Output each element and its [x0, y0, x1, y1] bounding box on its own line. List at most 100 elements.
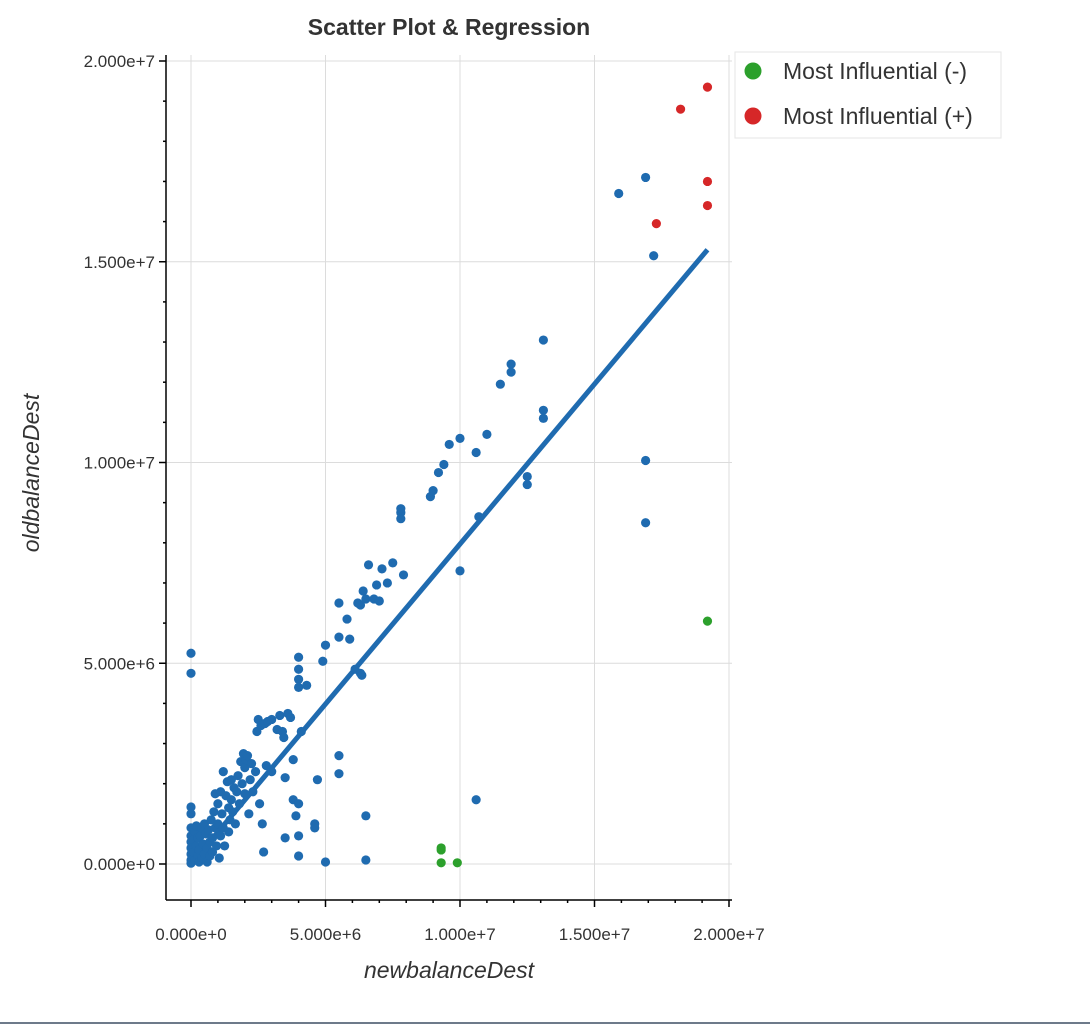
data-point [436, 858, 446, 868]
data-point [334, 750, 344, 761]
data-point [641, 518, 651, 528]
legend-box [734, 51, 1002, 139]
data-point [396, 504, 406, 514]
legend-marker-0 [744, 62, 762, 80]
data-point [444, 439, 454, 450]
data-point [294, 664, 304, 674]
data-point [538, 405, 548, 415]
data-point [522, 479, 532, 490]
data-point [398, 570, 409, 580]
data-point [186, 668, 196, 678]
data-point [396, 514, 406, 524]
data-point [436, 845, 446, 855]
data-point [361, 855, 371, 865]
data-point [294, 799, 304, 809]
data-point [312, 775, 323, 785]
x-tick-label-4: 2.000e+7 [693, 925, 764, 944]
data-point [245, 775, 255, 785]
data-point [334, 632, 344, 642]
data-point [218, 767, 228, 777]
data-point [294, 851, 304, 861]
data-point [538, 413, 548, 423]
legend-label-0: Most Influential (-) [783, 58, 967, 84]
data-point [248, 787, 258, 797]
data-point [280, 773, 290, 783]
data-point [279, 732, 289, 743]
data-point [334, 598, 344, 608]
data-point [240, 789, 250, 799]
data-point [186, 648, 196, 658]
data-point [428, 486, 438, 496]
data-point [495, 379, 505, 389]
window-bottom-edge [0, 1022, 1090, 1024]
data-point [455, 433, 465, 444]
data-point [522, 471, 532, 482]
data-point [291, 811, 301, 821]
data-point [641, 455, 651, 466]
x-tick-label-2: 1.000e+7 [424, 925, 495, 944]
regression-layer [189, 248, 710, 866]
data-point [213, 799, 223, 809]
y-tick-label-1: 5.000e+6 [84, 654, 155, 673]
data-point [474, 512, 484, 522]
data-point [224, 827, 234, 837]
data-point [641, 172, 651, 183]
data-point [280, 833, 290, 843]
y-tick-label-0: 0.000e+0 [84, 855, 155, 874]
data-point [246, 759, 257, 769]
data-point [207, 833, 218, 843]
data-point [237, 779, 247, 789]
y-axis-label: oldbalanceDest [18, 392, 44, 552]
data-point [257, 819, 267, 829]
data-point [244, 809, 254, 819]
legend-label-1: Most Influential (+) [783, 103, 973, 129]
data-point [345, 634, 355, 644]
data-point [294, 674, 304, 684]
data-point [388, 558, 398, 568]
x-tick-label-3: 1.500e+7 [559, 925, 630, 944]
data-point [288, 755, 298, 765]
data-point [506, 367, 516, 377]
data-point [357, 670, 367, 680]
data-point [226, 775, 236, 785]
data-point [355, 600, 366, 610]
data-point [215, 831, 226, 841]
grid [166, 55, 732, 900]
y-tick-label-2: 1.000e+7 [84, 454, 155, 473]
data-point [302, 680, 312, 690]
data-point [675, 104, 686, 114]
data-point [250, 767, 261, 777]
data-point [310, 823, 320, 833]
x-tick-label-0: 0.000e+0 [155, 925, 226, 944]
legend-marker-1 [744, 107, 762, 125]
data-point [267, 767, 277, 777]
data-point [702, 82, 713, 92]
data-point [254, 799, 265, 809]
data-point [318, 656, 328, 666]
data-point [186, 809, 196, 819]
data-point [471, 447, 481, 458]
data-point [702, 176, 713, 187]
data-point [358, 586, 368, 596]
data-point [455, 566, 465, 576]
data-point [372, 580, 382, 590]
data-point [285, 712, 296, 723]
y-tick-label-4: 2.000e+7 [84, 52, 155, 71]
data-point [214, 853, 224, 863]
data-point [228, 807, 238, 817]
data-point [433, 467, 444, 478]
data-point [242, 750, 253, 761]
data-point [230, 819, 240, 829]
data-point [234, 799, 245, 809]
data-point [211, 841, 222, 851]
data-point [296, 726, 306, 737]
y-tick-label-3: 1.500e+7 [84, 253, 155, 272]
legend: Most Influential (-) Most Influential (+) [734, 51, 1002, 139]
x-axis-label: newbalanceDest [364, 957, 536, 983]
regression-line [189, 248, 710, 866]
data-point [651, 219, 661, 229]
data-point [506, 359, 516, 369]
data-point [294, 652, 304, 662]
